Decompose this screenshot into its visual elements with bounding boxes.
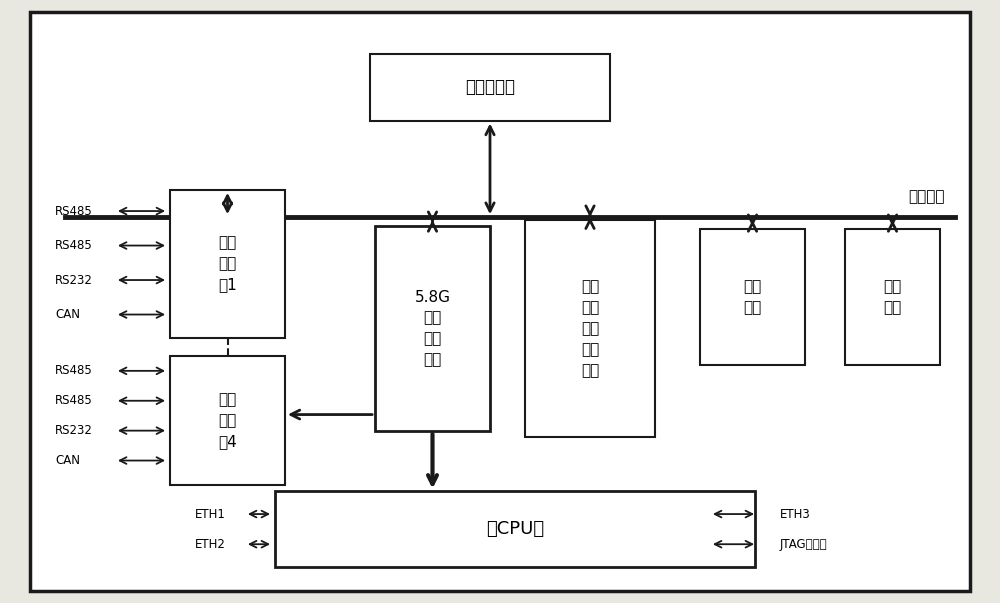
Text: 状态显示板: 状态显示板 [465, 78, 515, 96]
Text: 串口
扩展
板1: 串口 扩展 板1 [218, 235, 237, 292]
Text: RS485: RS485 [55, 364, 93, 377]
Text: RS485: RS485 [55, 239, 93, 252]
Bar [275, 491, 755, 567]
Text: ETH1: ETH1 [195, 508, 226, 520]
Bar [170, 356, 285, 485]
Text: JTAG调试口: JTAG调试口 [780, 538, 828, 551]
Text: 主CPU板: 主CPU板 [486, 520, 544, 538]
Bar [525, 220, 655, 437]
Text: RS485: RS485 [55, 204, 93, 218]
Bar [700, 229, 805, 365]
Text: CAN: CAN [55, 454, 80, 467]
Text: 安全
模块: 安全 模块 [743, 279, 762, 315]
Bar [170, 190, 285, 338]
Text: 电源
模块: 电源 模块 [883, 279, 902, 315]
Text: 串口
扩展
板4: 串口 扩展 板4 [218, 392, 237, 449]
Text: CAN: CAN [55, 308, 80, 321]
Text: RS485: RS485 [55, 394, 93, 407]
Text: RS232: RS232 [55, 274, 93, 286]
Bar [370, 54, 610, 121]
Bar [845, 229, 940, 365]
Text: ETH2: ETH2 [195, 538, 226, 551]
Text: ETH3: ETH3 [780, 508, 811, 520]
Text: RS232: RS232 [55, 424, 93, 437]
Text: 无线
公网
数据
传输
模块: 无线 公网 数据 传输 模块 [581, 279, 599, 378]
Bar [375, 226, 490, 431]
Text: 5.8G
无线
通信
模块: 5.8G 无线 通信 模块 [415, 289, 450, 368]
Text: 底板总线: 底板总线 [908, 189, 945, 204]
